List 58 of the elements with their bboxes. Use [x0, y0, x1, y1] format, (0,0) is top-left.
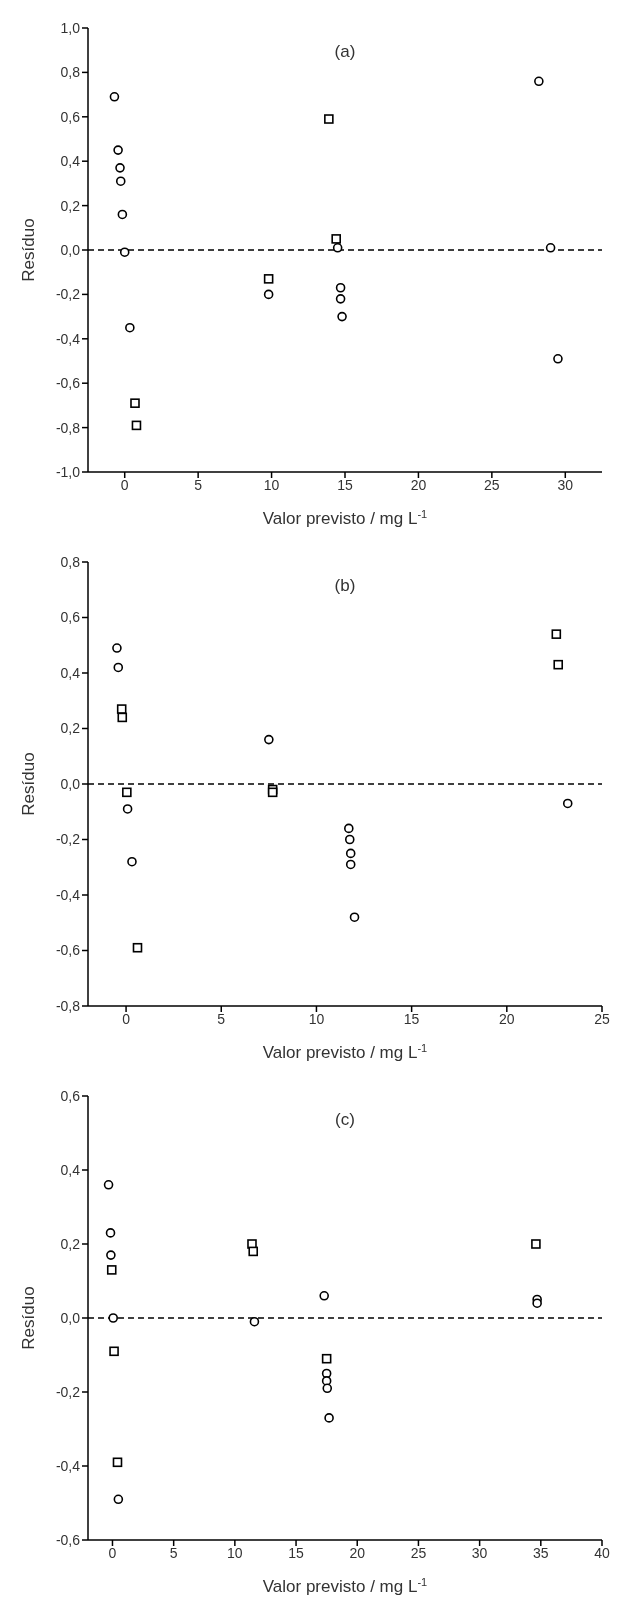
y-tick-label: -0,4 [55, 886, 81, 903]
x-axis-title: Valor previsto / mg L$^{-1}$ [262, 1576, 428, 1596]
y-tick-label: 1,0 [60, 19, 81, 36]
y-tick-label: 0,6 [60, 1087, 81, 1104]
x-tick-label: 0 [122, 1010, 131, 1027]
y-tick-label: -0,6 [55, 375, 81, 392]
y-tick-label: 0,0 [60, 775, 81, 792]
y-tick-label: 0,2 [60, 197, 81, 214]
y-tick-label: -0,2 [55, 1383, 81, 1400]
x-tick-label: 40 [594, 1544, 610, 1561]
y-tick-label: -0,4 [55, 1457, 81, 1474]
x-axis-title: Valor previsto / mg L$^{-1}$ [262, 1042, 428, 1062]
x-tick-label: 30 [471, 1544, 488, 1561]
y-tick-label: 0,0 [60, 241, 81, 258]
x-tick-label: 25 [594, 1010, 610, 1027]
text: (c) [334, 1110, 356, 1130]
y-tick-label: 0,6 [60, 108, 81, 125]
x-tick-label: 5 [169, 1544, 178, 1561]
x-tick-label: 10 [227, 1544, 243, 1561]
text: (a) [333, 42, 357, 62]
x-tick-label: 25 [410, 1544, 427, 1561]
x-tick-label: 0 [108, 1544, 117, 1561]
y-tick-label: -0,2 [55, 831, 81, 848]
y-tick-label: 0,4 [60, 664, 81, 681]
y-tick-label: 0,4 [60, 153, 81, 170]
y-axis-title: Resíduo [19, 218, 38, 282]
x-tick-label: 10 [263, 476, 280, 493]
x-tick-label: 15 [337, 476, 353, 493]
x-tick-label: 5 [217, 1010, 226, 1027]
x-tick-label: 25 [484, 476, 500, 493]
x-tick-label: 20 [499, 1010, 515, 1027]
x-tick-label: 5 [194, 476, 203, 493]
y-tick-label: 0,6 [60, 609, 81, 626]
y-tick-label: -0,6 [55, 1531, 81, 1548]
x-tick-label: 15 [288, 1544, 305, 1561]
y-tick-label: -0,4 [55, 330, 81, 347]
x-tick-label: 30 [557, 476, 574, 493]
x-tick-label: 15 [403, 1010, 420, 1027]
y-tick-label: 0,2 [60, 720, 81, 737]
y-tick-label: -0,6 [55, 942, 81, 959]
y-tick-label: -0,2 [55, 286, 81, 303]
x-axis-title: Valor previsto / mg L$^{-1}$ [262, 508, 428, 528]
x-tick-label: 0 [120, 476, 129, 493]
y-axis-title: Resíduo [19, 1286, 38, 1350]
text: (b) [333, 576, 357, 596]
x-tick-label: 35 [533, 1544, 549, 1561]
x-tick-label: 10 [308, 1010, 325, 1027]
y-tick-label: 0,0 [60, 1309, 81, 1326]
y-tick-label: -1,0 [55, 463, 81, 480]
y-tick-label: 0,8 [60, 64, 81, 81]
x-tick-label: 20 [349, 1544, 366, 1561]
y-tick-label: 0,4 [60, 1161, 81, 1178]
y-axis-title: Resíduo [19, 752, 38, 816]
y-tick-label: -0,8 [55, 419, 81, 436]
y-tick-label: 0,8 [60, 553, 81, 570]
y-tick-label: -0,8 [55, 997, 81, 1014]
y-tick-label: 0,2 [60, 1235, 81, 1252]
x-tick-label: 20 [410, 476, 427, 493]
